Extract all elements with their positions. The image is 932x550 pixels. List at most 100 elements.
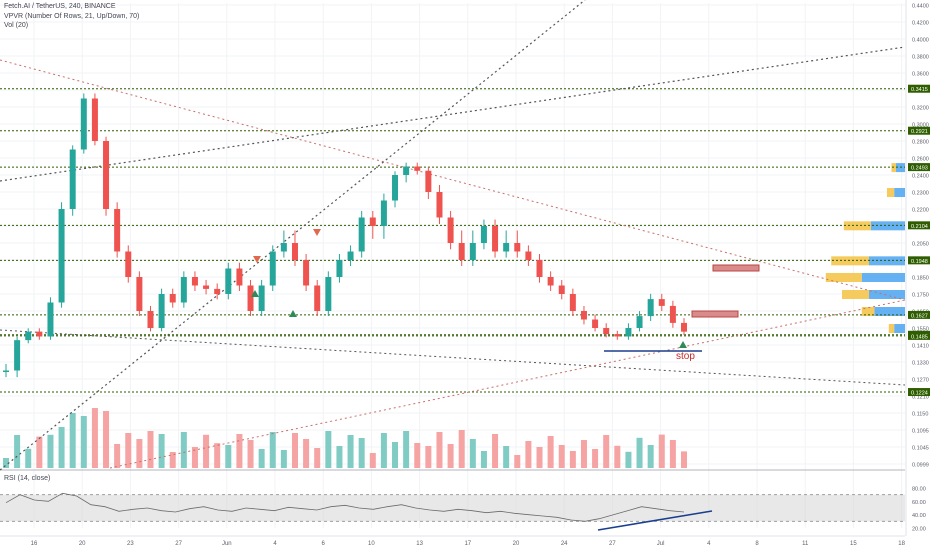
volume-bar	[669, 440, 676, 468]
vpvr-up-bar	[869, 256, 905, 266]
candle-body	[469, 243, 476, 260]
candle-body	[47, 302, 54, 337]
candle-body	[636, 316, 643, 328]
time-tick-label: 27	[175, 541, 182, 547]
candle-body	[414, 166, 421, 171]
time-tick-label: 8	[755, 541, 759, 547]
time-tick-label: Jun	[222, 541, 232, 547]
volume-bar	[147, 431, 154, 468]
candle-body	[125, 251, 132, 277]
candle-body	[36, 331, 43, 337]
level-badge	[908, 331, 930, 340]
candle-body	[503, 243, 510, 252]
candle-body	[314, 285, 321, 311]
volume-bar	[169, 452, 176, 468]
volume-bar	[558, 445, 565, 468]
price-tick-label: 0.2600	[912, 157, 929, 163]
level-badge-label: 0.1627	[911, 313, 928, 319]
time-tick-label: 16	[31, 541, 38, 547]
candle-body	[369, 217, 376, 226]
candle-body	[14, 340, 21, 371]
price-tick-label: 0.0999	[912, 463, 929, 469]
candle-body	[603, 328, 610, 335]
volume-bar	[658, 434, 665, 468]
volume-bar	[447, 444, 454, 468]
level-badge	[908, 310, 930, 319]
rsi-tick-label: 80.00	[912, 487, 926, 493]
level-badge-label: 0.2493	[911, 166, 928, 172]
candle-body	[625, 328, 632, 337]
candle-body	[536, 260, 543, 277]
candle-body	[569, 294, 576, 311]
vpvr-down-bar	[825, 273, 862, 282]
time-tick-label: 17	[464, 541, 471, 547]
level-badge-label: 0.2921	[911, 129, 928, 135]
volume-bar	[91, 408, 98, 468]
level-badge	[908, 388, 930, 397]
candle-body	[336, 260, 343, 277]
candle-body	[669, 305, 676, 323]
volume-bar	[547, 436, 554, 468]
time-tick-label: 23	[127, 541, 134, 547]
trendlines	[0, 0, 906, 471]
price-tick-label: 0.4000	[912, 38, 929, 44]
candle-body	[492, 226, 499, 252]
price-tick-label: 0.1270	[912, 378, 929, 384]
candle-body	[236, 268, 243, 286]
vpvr-down-bar	[861, 307, 875, 316]
vpvr-up-bar	[861, 273, 905, 282]
price-tick-label: 0.1045	[912, 446, 929, 452]
trendline-red-ascending	[109, 299, 906, 469]
price-tick-label: 0.1330	[912, 361, 929, 367]
candles	[3, 93, 687, 378]
volume-bar	[403, 431, 410, 468]
candle-body	[447, 217, 454, 243]
trendline-red-descending	[0, 59, 906, 301]
volume-bar	[647, 445, 654, 468]
candle-body	[114, 209, 121, 252]
candle-body	[647, 299, 654, 317]
volume-bar	[436, 432, 443, 468]
volume-bar	[347, 435, 354, 468]
volume-bar	[80, 416, 87, 468]
volume-bar	[36, 436, 43, 468]
candle-body	[91, 98, 98, 141]
volume-bar	[580, 440, 587, 468]
arrow-down-marker	[253, 256, 261, 263]
candle-body	[425, 170, 432, 192]
volume-bar	[236, 434, 243, 468]
candle-body	[225, 268, 232, 294]
price-tick-label: 0.1095	[912, 429, 929, 435]
volume-bar	[225, 445, 232, 468]
vpvr-up-bar	[870, 221, 905, 231]
volume-bar	[25, 448, 32, 468]
volume-bar	[458, 430, 465, 468]
arrow-up-marker	[289, 310, 297, 317]
volume-bars	[3, 408, 687, 468]
vpvr-up-bar	[894, 324, 905, 333]
vpvr-up-bar	[874, 307, 905, 316]
volume-bar	[480, 451, 487, 468]
time-tick-label: 10	[368, 541, 375, 547]
volume-bar	[258, 449, 265, 468]
price-tick-label: 0.1850	[912, 276, 929, 282]
level-badge-label: 0.1485	[911, 334, 928, 340]
candle-body	[614, 334, 621, 337]
volume-bar	[180, 432, 187, 468]
volume-bar	[414, 443, 421, 468]
time-axis: 16 20 23 27 Jun 4 6 10 13 17 20 24 27 Jul 4 8 11 15 18	[31, 541, 906, 547]
candle-body	[203, 285, 210, 289]
time-tick-label: 27	[609, 541, 616, 547]
volume-bar	[114, 444, 121, 468]
trendline-dotted-lower	[0, 329, 906, 386]
candle-body	[191, 277, 198, 286]
price-scale: 0.44000.42000.40000.38000.36000.34000.32…	[905, 0, 932, 550]
volume-bar	[303, 439, 310, 468]
rsi-pane	[0, 492, 905, 531]
time-tick-label: 6	[322, 541, 326, 547]
candle-body	[480, 226, 487, 243]
candle-body	[25, 331, 32, 341]
candle-body	[380, 200, 387, 226]
volume-bar	[203, 434, 210, 468]
